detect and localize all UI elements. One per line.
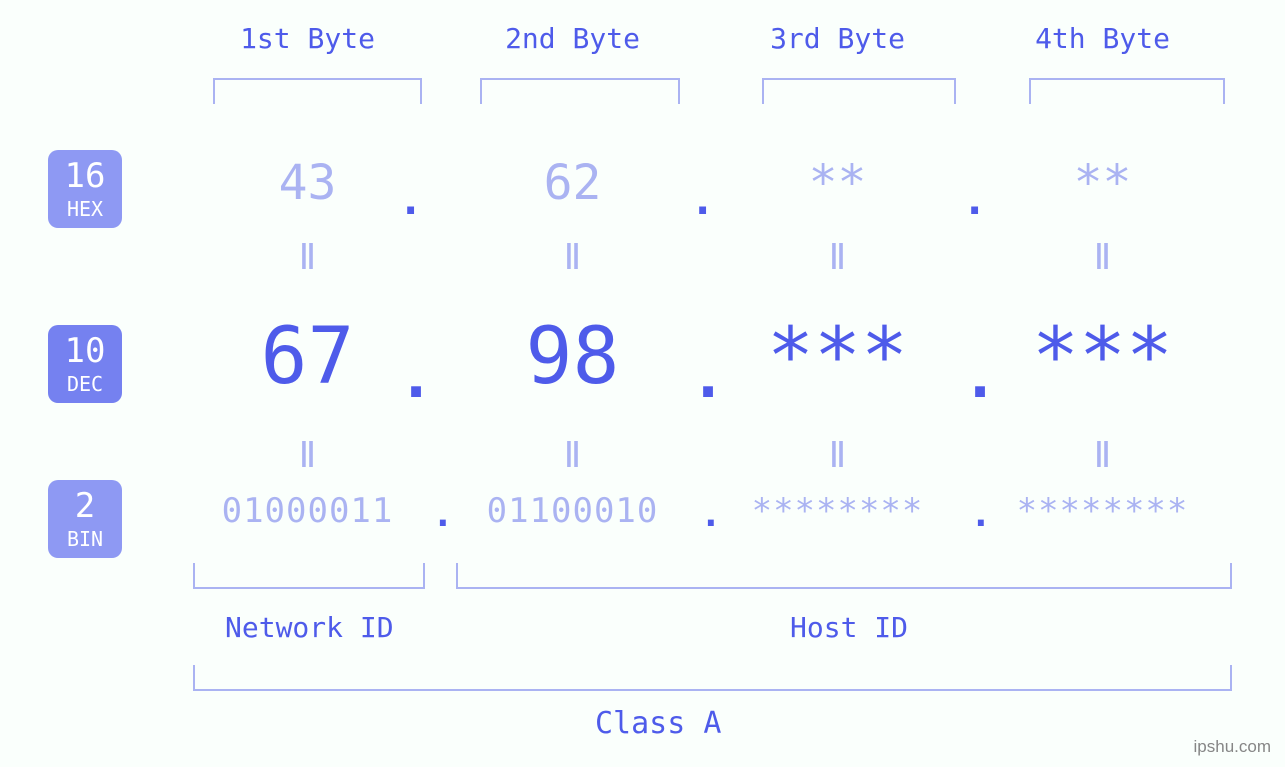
equals-row: ǁ ǁ ǁ ǁ [175, 435, 1235, 476]
hex-value: 62 [440, 155, 705, 211]
bin-value: 01100010 [440, 491, 705, 531]
bin-value: ******** [705, 491, 970, 531]
byte-bracket [1029, 78, 1225, 104]
network-id-bracket [193, 563, 425, 589]
equals-symbol: ǁ [970, 237, 1235, 278]
dec-value: *** [705, 312, 970, 402]
bin-badge: 2 BIN [48, 480, 122, 558]
bin-value: ******** [970, 491, 1235, 531]
byte-header: 4th Byte [970, 22, 1235, 55]
equals-symbol: ǁ [705, 237, 970, 278]
equals-symbol: ǁ [440, 237, 705, 278]
dot-separator: . [690, 175, 715, 224]
bin-base-number: 2 [75, 488, 95, 525]
dec-badge: 10 DEC [48, 325, 122, 403]
hex-value: ** [705, 155, 970, 211]
dot-separator: . [700, 494, 722, 535]
byte-bracket [480, 78, 680, 104]
dec-base-number: 10 [65, 333, 106, 370]
dot-separator: . [970, 494, 992, 535]
dot-separator: . [962, 175, 987, 224]
host-id-bracket [456, 563, 1232, 589]
dot-separator: . [398, 342, 434, 412]
byte-headers-row: 1st Byte 2nd Byte 3rd Byte 4th Byte [175, 22, 1235, 55]
dot-separator: . [690, 342, 726, 412]
equals-symbol: ǁ [175, 435, 440, 476]
ip-diagram: 16 HEX 10 DEC 2 BIN 1st Byte 2nd Byte 3r… [0, 0, 1285, 767]
bin-base-label: BIN [67, 528, 103, 550]
watermark: ipshu.com [1194, 737, 1271, 757]
equals-symbol: ǁ [705, 435, 970, 476]
network-id-label: Network ID [225, 611, 394, 644]
equals-symbol: ǁ [440, 435, 705, 476]
byte-header: 2nd Byte [440, 22, 705, 55]
hex-badge: 16 HEX [48, 150, 122, 228]
dec-base-label: DEC [67, 373, 103, 395]
host-id-label: Host ID [790, 611, 908, 644]
byte-bracket [762, 78, 956, 104]
byte-header: 1st Byte [175, 22, 440, 55]
hex-base-label: HEX [67, 198, 103, 220]
dec-value: 98 [440, 312, 705, 402]
dot-separator: . [398, 175, 423, 224]
byte-header: 3rd Byte [705, 22, 970, 55]
dot-separator: . [432, 494, 454, 535]
byte-bracket [213, 78, 422, 104]
equals-symbol: ǁ [175, 237, 440, 278]
equals-symbol: ǁ [970, 435, 1235, 476]
bin-value: 01000011 [175, 491, 440, 531]
dot-separator: . [962, 342, 998, 412]
class-label: Class A [595, 706, 721, 741]
dec-value: *** [970, 312, 1235, 402]
hex-base-number: 16 [65, 158, 106, 195]
equals-row: ǁ ǁ ǁ ǁ [175, 237, 1235, 278]
class-bracket [193, 665, 1232, 691]
hex-value: ** [970, 155, 1235, 211]
